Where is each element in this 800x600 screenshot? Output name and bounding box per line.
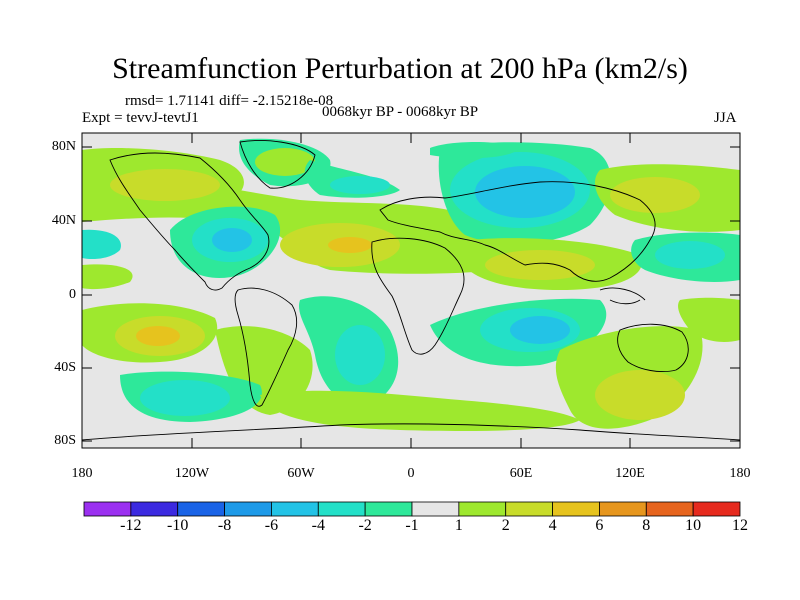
page-title: Streamfunction Perturbation at 200 hPa (…: [112, 52, 688, 85]
lon-label-0: 0: [407, 466, 415, 481]
season-label: JJA: [714, 110, 737, 126]
contour-field: [82, 133, 740, 448]
negative-anomaly-west-pacific-core: [655, 241, 725, 269]
negative-anomaly-eurasia-core: [475, 166, 575, 218]
colorbar-level-label: 4: [548, 517, 557, 534]
negative-anomaly-indian-ocean-core: [510, 316, 570, 344]
lat-label-0: 0: [69, 287, 76, 302]
lon-label-60e: 60E: [509, 466, 533, 481]
lon-label-120e: 120E: [615, 466, 645, 481]
colorbar-swatch: [411, 501, 460, 517]
colorbar-level-label: 10: [685, 517, 702, 534]
colorbar-level-label: -10: [167, 517, 189, 534]
colorbar-level-label: -1: [405, 517, 419, 534]
colorbar-level-label: -6: [264, 517, 279, 534]
colorbar-swatch: [364, 501, 413, 517]
experiment-label: Expt = tevvJ-tevtJ1: [82, 110, 199, 126]
negative-anomaly-greenland-core: [330, 176, 390, 194]
colorbar-swatch: [271, 501, 319, 517]
rmsd-text: rmsd= 1.71141 diff= -2.15218e-08: [125, 93, 334, 109]
lat-label-80n: 80N: [51, 139, 76, 154]
south-america-outline: [234, 287, 298, 407]
colorbar-swatch: [83, 501, 132, 517]
north-america-outline: [109, 152, 270, 291]
negative-anomaly-southern-pacific-core: [140, 380, 230, 416]
negative-anomaly-arctic-russia: [430, 142, 520, 159]
colorbar-swatch: [130, 501, 179, 517]
eurasia-outline: [379, 181, 656, 282]
lon-label-60w: 60W: [287, 466, 315, 481]
colorbar-swatch: [317, 501, 366, 517]
lat-label-40n: 40N: [51, 213, 76, 228]
positive-anomaly-southern-indian-core: [595, 370, 685, 420]
positive-anomaly-europe-peak: [328, 237, 372, 253]
africa-outline: [371, 237, 465, 355]
period-label: 0068kyr BP - 0068kyr BP: [322, 104, 479, 120]
colorbar-level-label: -2: [358, 517, 372, 534]
greenland-outline: [239, 140, 316, 189]
australia-outline: [617, 323, 689, 373]
arctic-positive-core: [255, 148, 315, 176]
lon-label-120w: 120W: [174, 466, 210, 481]
positive-anomaly-southern-ocean: [260, 390, 580, 431]
lat-label-80s: 80S: [54, 433, 76, 448]
positive-anomaly-tasman: [678, 297, 740, 342]
colorbar-swatch: [599, 501, 647, 517]
axis-ticks: [81, 133, 741, 448]
coastlines: [82, 140, 740, 441]
positive-anomaly-pacific-west: [82, 264, 133, 290]
lon-label-180e: 180: [729, 466, 751, 481]
colorbar-level-label: 1: [454, 517, 463, 534]
maritime-continent-outline: [599, 287, 646, 305]
colorbar-level-label: -12: [120, 517, 142, 534]
antarctica-outline: [82, 423, 740, 441]
colorbar-level-label: 2: [501, 517, 510, 534]
colorbar-level-label: -4: [311, 517, 325, 534]
negative-anomaly-north-america-core: [212, 228, 252, 252]
colorbar-swatch: [458, 501, 507, 517]
colorbar-level-label: 6: [595, 517, 604, 534]
colorbar-swatch: [177, 501, 225, 517]
colorbar: [83, 501, 741, 517]
colorbar-swatch: [692, 501, 741, 517]
negative-anomaly-south-atlantic-core: [335, 325, 385, 385]
colorbar-level-label: -8: [217, 517, 232, 534]
lat-label-40s: 40S: [54, 360, 76, 375]
colorbar-swatch: [645, 501, 694, 517]
positive-anomaly-south-asia-core: [485, 250, 595, 280]
negative-anomaly-pacific-west: [82, 229, 121, 260]
positive-anomaly-east-asia-core: [610, 177, 700, 213]
colorbar-swatch: [505, 501, 553, 517]
lon-label-180w: 180: [71, 466, 93, 481]
colorbar-level-label: 12: [732, 517, 748, 534]
positive-anomaly-south-pacific-core: [136, 326, 180, 346]
colorbar-swatch: [224, 501, 272, 517]
colorbar-swatch: [552, 501, 600, 517]
positive-anomaly-canada-core: [110, 169, 220, 201]
colorbar-level-label: 8: [642, 517, 651, 534]
